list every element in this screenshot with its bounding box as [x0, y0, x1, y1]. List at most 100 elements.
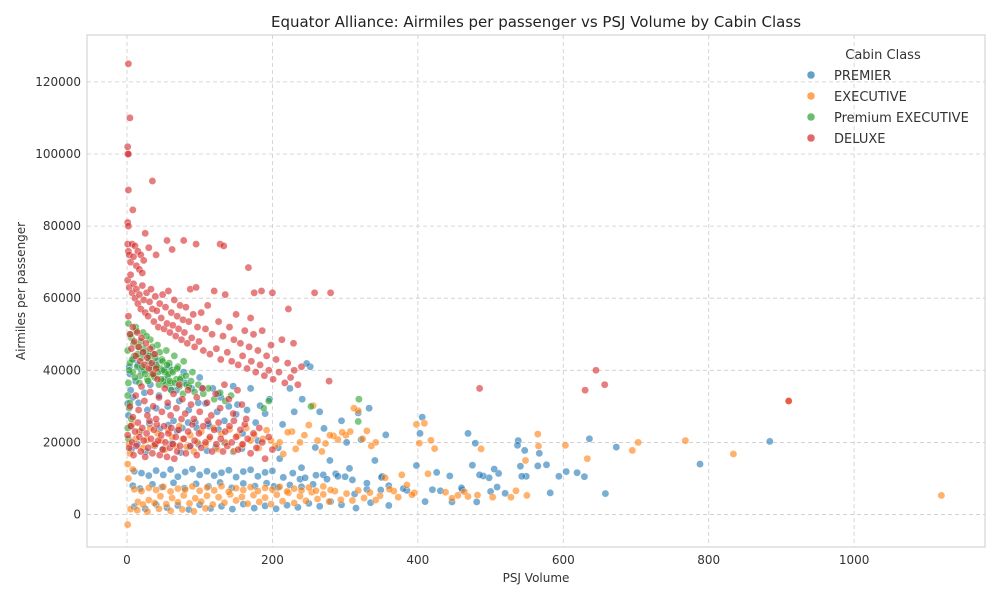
data-point	[179, 434, 188, 443]
data-point	[151, 292, 160, 301]
data-point	[381, 431, 390, 439]
data-point	[166, 465, 175, 474]
data-point	[246, 483, 255, 491]
data-point	[124, 150, 133, 158]
data-point	[195, 429, 203, 438]
data-point	[581, 386, 589, 395]
data-point	[264, 366, 273, 375]
data-point	[321, 439, 330, 448]
data-point	[421, 497, 429, 506]
data-point	[192, 240, 200, 248]
data-point	[161, 303, 170, 312]
x-tick-label: 600	[552, 553, 575, 567]
data-point	[124, 222, 133, 230]
data-point	[354, 417, 363, 426]
data-point	[533, 430, 542, 438]
data-point	[123, 520, 132, 529]
data-point	[384, 501, 393, 510]
data-point	[146, 388, 155, 396]
data-point	[124, 379, 133, 387]
data-point	[126, 270, 135, 279]
data-point	[192, 393, 201, 402]
data-point	[141, 370, 150, 378]
x-tick-label: 400	[406, 553, 429, 567]
data-point	[181, 409, 190, 418]
data-point	[507, 493, 515, 502]
data-point	[128, 413, 137, 422]
data-point	[131, 352, 140, 360]
data-point	[195, 471, 204, 479]
data-point	[247, 357, 256, 366]
data-point	[138, 281, 147, 290]
data-point	[155, 504, 163, 513]
data-point	[203, 416, 212, 425]
data-point	[166, 411, 175, 420]
x-axis-label: PSJ Volume	[503, 571, 570, 585]
data-point	[250, 288, 259, 297]
data-point	[256, 361, 264, 369]
x-tick-label: 800	[697, 553, 720, 567]
data-point	[360, 494, 368, 502]
data-point	[169, 389, 178, 398]
data-point	[210, 425, 219, 434]
data-point	[148, 449, 157, 458]
data-point	[162, 500, 171, 508]
data-point	[535, 449, 544, 458]
data-point	[523, 491, 531, 500]
data-point	[124, 186, 133, 194]
data-point	[268, 467, 277, 475]
data-point	[249, 330, 258, 339]
data-point	[225, 323, 234, 331]
data-point	[130, 337, 139, 346]
data-point	[255, 424, 264, 432]
data-point	[490, 465, 499, 473]
data-point	[239, 467, 248, 476]
data-point	[363, 479, 371, 488]
data-point	[513, 441, 522, 450]
y-tick-label: 80000	[43, 219, 81, 233]
data-point	[533, 462, 542, 470]
data-point	[278, 335, 286, 344]
data-point	[126, 402, 134, 411]
data-point	[338, 428, 347, 437]
data-point	[268, 288, 277, 297]
data-point	[174, 484, 182, 493]
data-point	[182, 449, 190, 458]
plot-area-frame	[86, 34, 986, 548]
data-point	[634, 438, 643, 447]
data-point	[516, 462, 525, 471]
data-point	[428, 485, 437, 494]
data-point	[232, 473, 240, 481]
data-point	[318, 447, 326, 456]
y-tick-label: 40000	[43, 363, 81, 377]
data-point	[261, 493, 269, 502]
data-point	[363, 427, 371, 435]
data-point	[612, 443, 621, 451]
data-point	[254, 472, 262, 481]
data-point	[220, 380, 229, 389]
data-point	[765, 437, 774, 446]
data-point	[315, 502, 324, 511]
data-point	[234, 445, 243, 454]
data-point	[290, 407, 299, 416]
data-point	[232, 484, 240, 493]
data-point	[187, 334, 196, 342]
data-point	[464, 429, 472, 438]
y-axis-label: Airmiles per passenger	[14, 222, 28, 360]
data-point	[225, 422, 234, 431]
data-point	[264, 397, 273, 405]
data-point	[152, 364, 160, 373]
data-point	[326, 431, 334, 440]
data-point	[203, 301, 212, 310]
data-point	[232, 496, 240, 505]
data-point	[160, 422, 168, 431]
data-point	[170, 454, 179, 463]
data-point	[171, 433, 180, 441]
data-point	[326, 456, 334, 465]
data-point	[163, 361, 171, 369]
data-point	[126, 505, 135, 513]
data-point	[181, 468, 190, 476]
data-point	[238, 400, 246, 409]
data-point	[216, 434, 225, 443]
data-point	[259, 404, 268, 413]
